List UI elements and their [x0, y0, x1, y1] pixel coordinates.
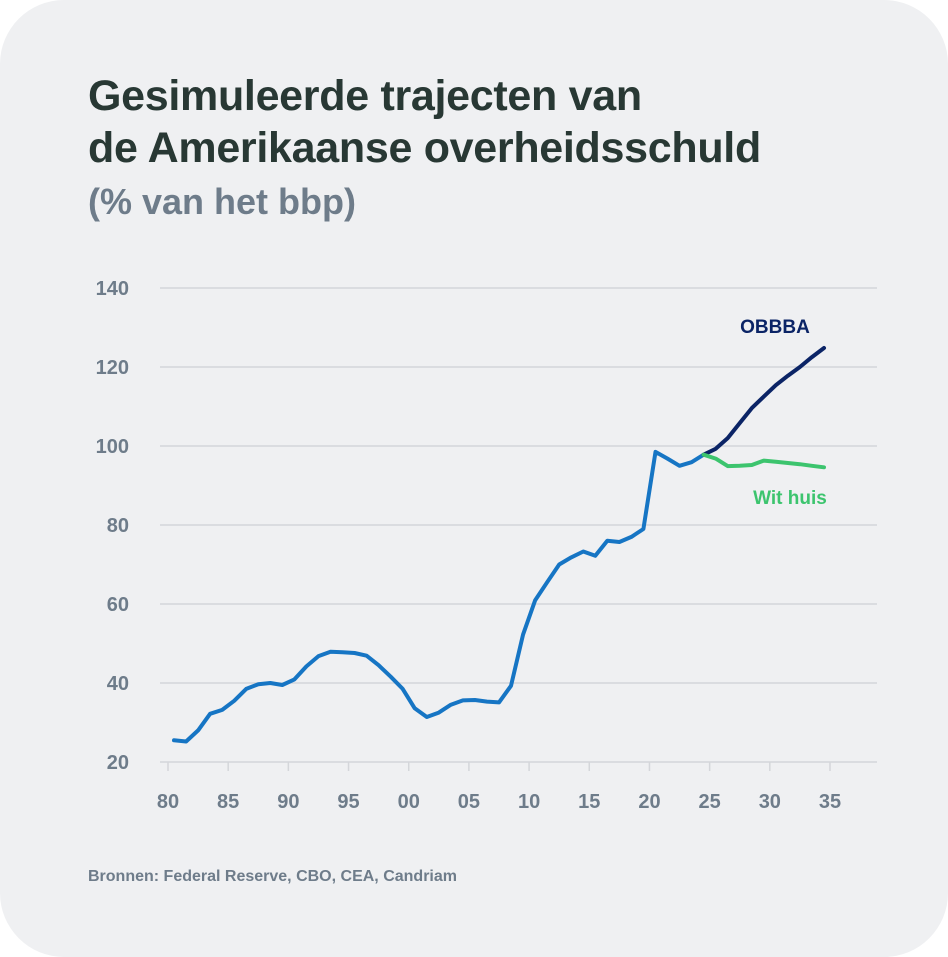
x-tick-label: 90	[277, 791, 299, 813]
x-tick-label: 00	[398, 791, 420, 813]
x-tick-label: 15	[578, 791, 600, 813]
y-tick-label: 100	[96, 436, 129, 458]
series-label-wit-huis: Wit huis	[753, 488, 827, 509]
x-tick-label: 10	[518, 791, 540, 813]
x-tick-label: 25	[699, 791, 721, 813]
source-note: Bronnen: Federal Reserve, CBO, CEA, Cand…	[88, 868, 457, 885]
grid-lines	[160, 287, 877, 763]
x-tick-label: 20	[638, 791, 660, 813]
y-tick-label: 80	[107, 515, 129, 537]
series-lines	[172, 346, 826, 744]
x-tick-label: 95	[337, 791, 359, 813]
y-tick-label: 40	[107, 673, 129, 695]
y-tick-label: 20	[107, 752, 129, 774]
series-line-historisch	[172, 449, 706, 744]
x-tick-label: 80	[157, 791, 179, 813]
x-tick-label: 85	[217, 791, 239, 813]
series-label-obbba: OBBBA	[740, 317, 810, 338]
axes: 20 40 60 80 100 120 140 80 85 90 95 00 05 10 15 20 25 30 3…	[96, 278, 842, 813]
y-tick-label: 140	[96, 278, 129, 300]
chart-title: Gesimuleerde trajecten van de Amerikaans…	[88, 70, 761, 174]
chart-subtitle: (% van het bbp)	[88, 181, 356, 222]
x-tick-label: 30	[759, 791, 781, 813]
chart-title-line1: Gesimuleerde trajecten van	[88, 72, 642, 120]
series-labels: OBBBA Wit huis	[740, 317, 827, 509]
x-tick-label: 05	[458, 791, 480, 813]
series-line-wit-huis	[701, 452, 826, 470]
chart-title-line2: de Amerikaanse overheidsschuld	[88, 124, 761, 172]
series-line-obbba	[701, 346, 826, 457]
y-tick-label: 60	[107, 594, 129, 616]
y-tick-label: 120	[96, 357, 129, 379]
x-tick-label: 35	[819, 791, 841, 813]
